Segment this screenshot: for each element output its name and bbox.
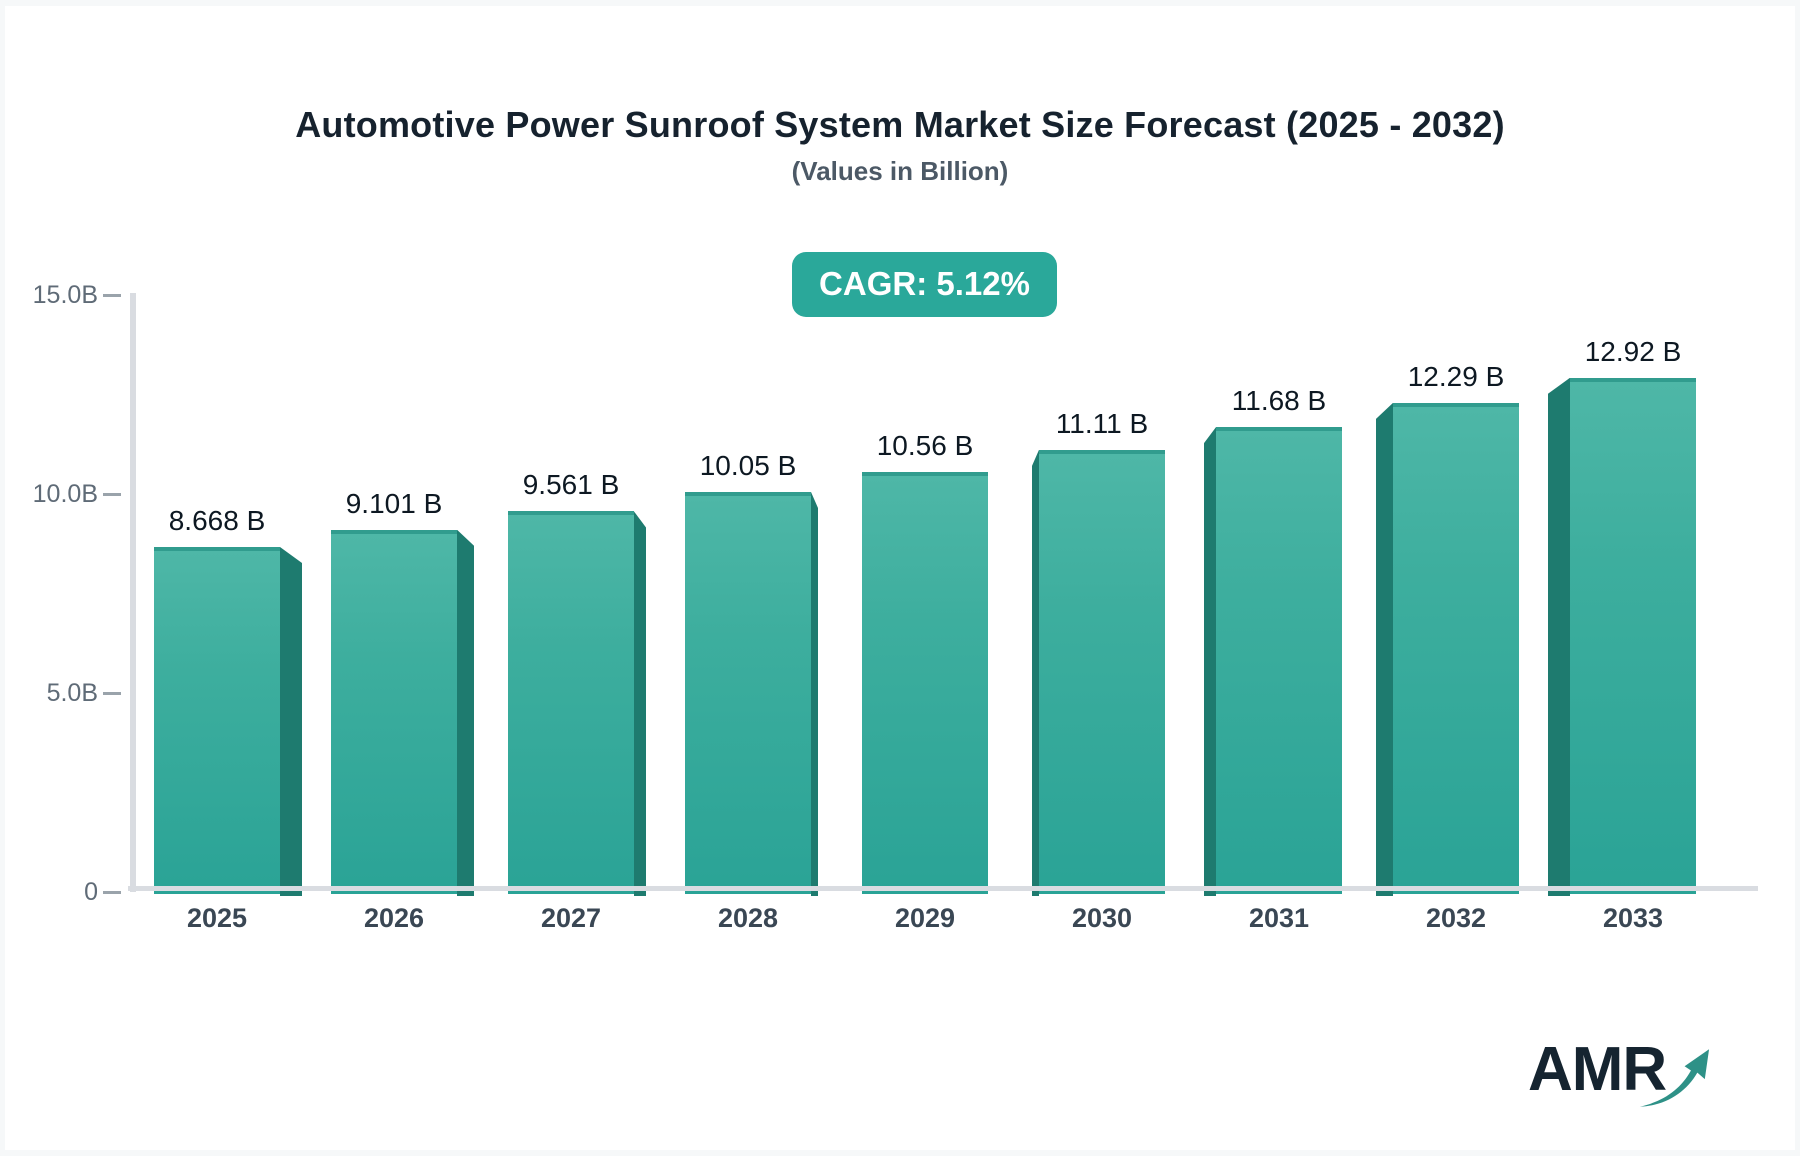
plot-area: 15.0B 10.0B 5.0B 0 8.668 B 2025 9.101 B 2026 9.5…	[5, 6, 1795, 1150]
y-axis-line	[130, 293, 136, 892]
x-axis-label: 2030	[1071, 903, 1133, 933]
bar-side-2030	[1032, 449, 1039, 896]
y-axis-tick	[103, 692, 121, 695]
page-subtitle: (Values in Billion)	[791, 156, 1009, 186]
bar-side-2032	[1376, 402, 1393, 896]
x-axis-label: 2031	[1248, 903, 1310, 933]
x-axis-label: 2029	[894, 903, 956, 933]
y-axis-tick-label: 15.0B	[32, 281, 98, 309]
page-title: Automotive Power Sunroof System Market S…	[295, 104, 1505, 145]
bar-value-label: 12.92 B	[1584, 335, 1682, 367]
bar-value-label: 10.05 B	[699, 450, 797, 481]
bar-side-2025	[280, 547, 302, 896]
bar-value-label: 11.11 B	[1055, 407, 1149, 439]
bar-2029	[862, 471, 988, 894]
bar-value-label: 9.101 B	[345, 487, 443, 519]
x-axis-label: 2027	[540, 903, 602, 933]
bar-side-2027	[634, 511, 646, 896]
bar-value-label: 10.56 B	[876, 429, 974, 461]
bar-2028	[685, 492, 811, 894]
x-axis-line	[128, 886, 1758, 891]
x-axis-label: 2032	[1425, 903, 1487, 933]
bar-2030	[1039, 449, 1165, 894]
bar-value-label: 8.668 B	[168, 505, 266, 536]
x-axis-label: 2026	[363, 903, 425, 933]
cagr-badge: CAGR: 5.12%	[792, 252, 1057, 317]
bar-side-2031	[1204, 427, 1216, 896]
y-axis-tick	[103, 294, 121, 297]
bar-value-label: 9.561 B	[522, 469, 620, 501]
growth-arrow-icon	[1639, 1049, 1710, 1107]
bar-2027	[508, 511, 634, 894]
bar-2026	[331, 529, 457, 894]
y-axis-tick	[103, 493, 121, 496]
x-axis-label: 2025	[186, 903, 248, 933]
amr-logo: AMR	[1528, 1031, 1718, 1121]
chart-card: Automotive Power Sunroof System Market S…	[5, 6, 1795, 1150]
x-axis-label: 2028	[717, 903, 779, 933]
bar-2033	[1570, 377, 1696, 894]
y-axis-tick-label: 5.0B	[46, 679, 98, 707]
amr-logo-text: AMR	[1528, 1035, 1667, 1104]
bar-side-2026	[457, 529, 474, 896]
bar-2032	[1393, 402, 1519, 894]
y-axis-tick-label: 10.0B	[32, 480, 98, 508]
bar-side-2028	[811, 492, 818, 896]
x-axis-label: 2033	[1602, 903, 1664, 933]
y-axis-tick-label: 0	[84, 878, 98, 906]
bar-2025	[154, 547, 280, 894]
bar-value-label: 12.29 B	[1407, 360, 1505, 392]
y-axis-tick	[103, 891, 121, 894]
bar-side-2033	[1548, 377, 1570, 896]
bar-2031	[1216, 427, 1342, 894]
bar-value-label: 11.68 B	[1231, 385, 1327, 417]
